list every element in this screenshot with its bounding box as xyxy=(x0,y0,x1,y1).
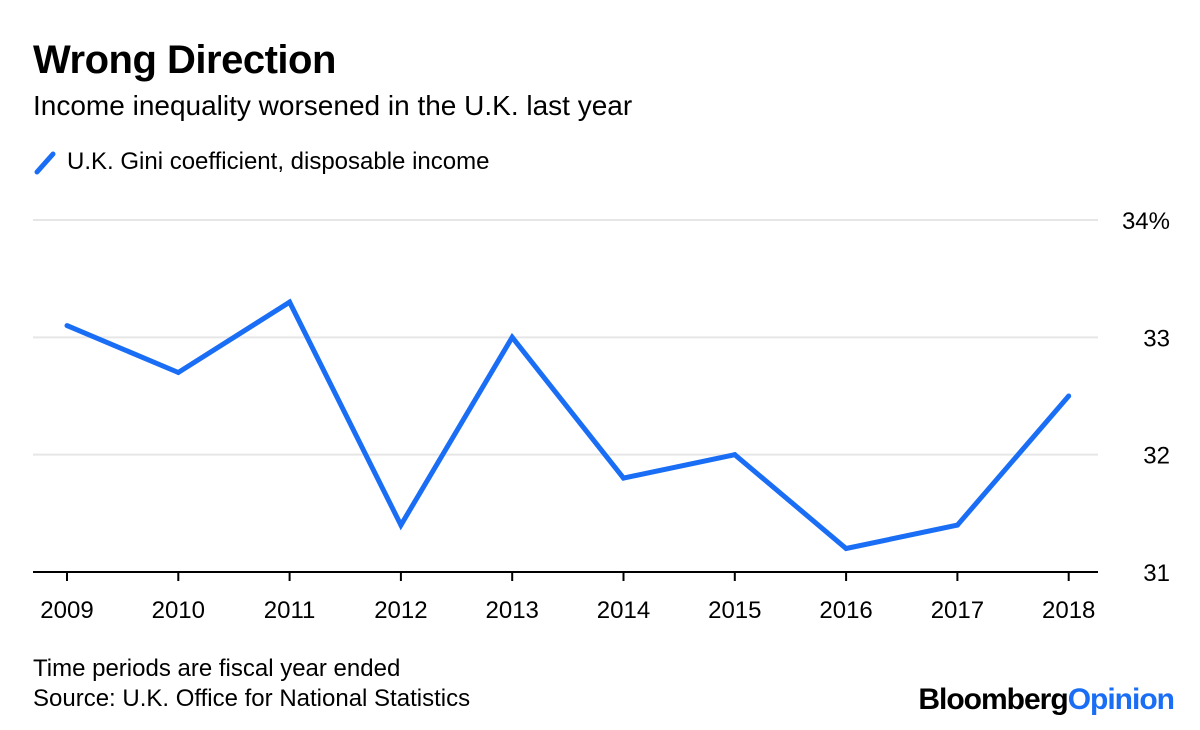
x-tick-label: 2013 xyxy=(486,597,539,624)
footnote: Time periods are fiscal year ended xyxy=(33,655,401,682)
y-tick-label: 33 xyxy=(1143,325,1170,352)
x-tick-label: 2009 xyxy=(40,597,93,624)
data-point-2011 xyxy=(287,299,293,305)
x-tick-label: 2010 xyxy=(152,597,205,624)
data-point-2013 xyxy=(509,334,515,340)
data-point-2014 xyxy=(621,475,626,481)
data-point-2009 xyxy=(64,323,70,329)
x-tick-label: 2018 xyxy=(1042,597,1095,624)
chart-subtitle: Income inequality worsened in the U.K. l… xyxy=(33,90,633,121)
y-tick-label: 32 xyxy=(1143,443,1170,470)
x-tick-label: 2012 xyxy=(374,597,427,624)
data-point-2010 xyxy=(175,370,181,376)
data-point-2018 xyxy=(1066,393,1072,399)
data-point-2017 xyxy=(954,522,960,528)
brand-logo-opinion: Opinion xyxy=(1067,683,1175,716)
brand-logo: BloombergOpinion xyxy=(918,682,1175,718)
x-tick-label: 2015 xyxy=(708,597,761,624)
data-point-2015 xyxy=(732,452,738,458)
series-line xyxy=(66,298,1071,552)
legend: U.K. Gini coefficient, disposable income xyxy=(33,145,489,179)
source-note: Source: U.K. Office for National Statist… xyxy=(33,685,471,712)
series-layer xyxy=(64,298,1072,552)
chart-title: Wrong Direction xyxy=(33,38,336,82)
data-point-2012 xyxy=(398,522,404,528)
x-tick-label: 2017 xyxy=(931,597,984,624)
y-tick-label: 31 xyxy=(1143,560,1170,587)
y-tick-label: 34% xyxy=(1122,208,1170,235)
x-tick-label: 2014 xyxy=(597,597,650,624)
brand-logo-bloomberg: Bloomberg xyxy=(918,683,1068,716)
tick-labels: 31 32 33 34% 2009 2010 2011 2012 2013 2014 2015 201… xyxy=(40,208,1170,624)
legend-swatch xyxy=(34,151,56,175)
legend-label: U.K. Gini coefficient, disposable income xyxy=(67,148,490,175)
x-tick-label: 2016 xyxy=(819,597,872,624)
x-tick-label: 2011 xyxy=(264,597,316,624)
gridlines xyxy=(33,219,1098,456)
data-point-2016 xyxy=(843,546,849,552)
x-axis xyxy=(33,571,1098,581)
